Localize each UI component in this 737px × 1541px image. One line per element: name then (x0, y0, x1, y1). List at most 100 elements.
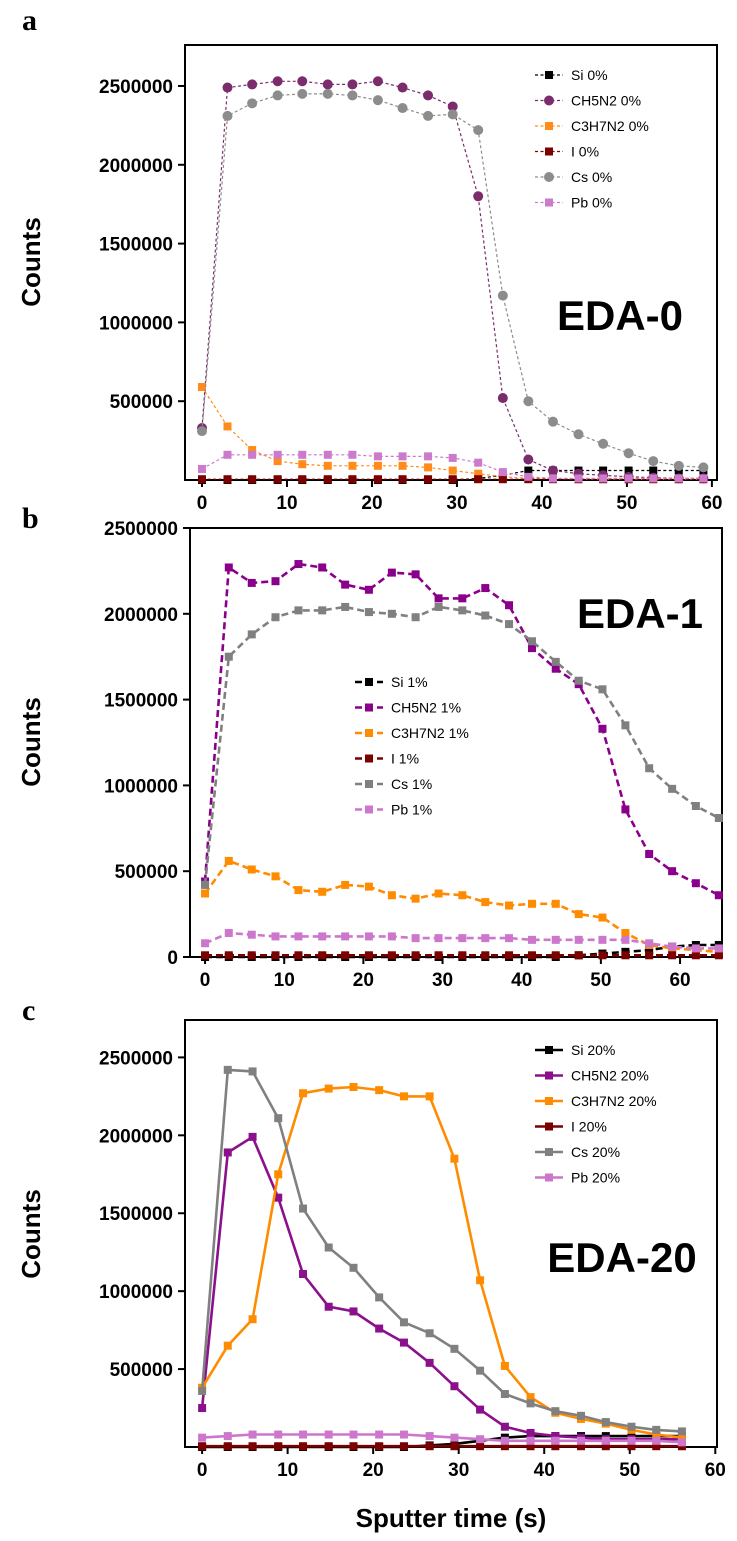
legend-label: Pb 0% (571, 195, 612, 211)
y-tick-label: 2000000 (104, 605, 178, 626)
data-point (598, 724, 607, 733)
data-point (349, 1442, 358, 1451)
data-point (247, 98, 258, 109)
data-point (691, 879, 700, 888)
legend-marker (545, 198, 553, 207)
data-point (645, 850, 654, 859)
data-point (372, 95, 383, 106)
data-point (528, 899, 536, 908)
data-point (387, 568, 396, 577)
data-point (399, 1442, 408, 1451)
legend-marker (544, 172, 554, 182)
data-point (222, 82, 233, 93)
data-point (458, 594, 467, 603)
data-point (411, 934, 420, 943)
y-tick-label: 1500000 (104, 691, 178, 712)
y-tick-label: 2000000 (99, 1126, 173, 1147)
annotation: EDA-1 (577, 590, 703, 637)
legend-marker (545, 1148, 553, 1156)
data-point (551, 657, 560, 666)
data-point (347, 90, 358, 101)
data-point (448, 475, 457, 484)
data-point (547, 416, 558, 427)
data-point (398, 475, 407, 484)
data-point (524, 472, 533, 481)
data-point (523, 454, 534, 465)
data-point (481, 611, 490, 620)
data-point (551, 899, 560, 908)
data-point (411, 951, 420, 960)
x-tick-label: 40 (531, 493, 552, 514)
data-point (223, 450, 232, 459)
x-tick-label: 60 (669, 970, 690, 991)
data-point (298, 475, 307, 484)
data-point (526, 1399, 535, 1408)
data-point (601, 1418, 610, 1427)
data-point (271, 872, 280, 881)
data-point (399, 1430, 408, 1439)
data-point (450, 1154, 459, 1163)
data-point (272, 76, 283, 87)
legend-marker (365, 754, 373, 763)
data-point (624, 466, 633, 475)
data-point (397, 82, 408, 93)
legend-label: Pb 20% (571, 1170, 620, 1186)
data-point (224, 951, 233, 960)
data-point (364, 932, 373, 941)
data-point (323, 475, 332, 484)
data-point (274, 1114, 283, 1123)
data-point (274, 1170, 283, 1179)
legend-marker (365, 805, 373, 814)
x-tick-label: 40 (511, 970, 532, 991)
data-point (645, 939, 654, 948)
data-point (574, 910, 583, 919)
y-tick-label: 1000000 (104, 776, 178, 797)
data-point (248, 1132, 257, 1141)
data-point (598, 685, 607, 694)
data-point (197, 464, 206, 473)
data-point (476, 1405, 485, 1414)
y-tick-label: 1000000 (99, 1282, 173, 1303)
data-point (223, 1148, 232, 1157)
data-point (577, 1442, 586, 1451)
data-point (714, 951, 723, 960)
data-point (448, 466, 457, 475)
panel-label: c (22, 994, 35, 1027)
data-point (273, 450, 282, 459)
data-point (526, 1436, 535, 1445)
data-point (601, 1436, 610, 1445)
data-point (425, 1329, 434, 1338)
panel-label: b (22, 502, 39, 535)
data-point (551, 664, 560, 673)
data-point (505, 934, 514, 943)
data-point (481, 951, 490, 960)
data-point (652, 1430, 661, 1439)
data-point (627, 1436, 636, 1445)
data-point (714, 891, 723, 900)
legend-marker (545, 71, 553, 79)
data-point (699, 474, 708, 483)
data-point (668, 784, 677, 793)
data-point (201, 939, 210, 948)
legend-label: Cs 1% (391, 776, 432, 792)
data-point (668, 942, 677, 951)
data-point (425, 1432, 434, 1441)
data-point (323, 461, 332, 470)
data-point (411, 613, 420, 622)
data-point (387, 609, 396, 618)
data-point (397, 103, 408, 114)
x-tick-label: 50 (590, 970, 611, 991)
data-point (458, 934, 467, 943)
legend-marker (545, 1122, 553, 1131)
legend-label: C3H7N2 0% (571, 118, 649, 134)
data-point (398, 452, 407, 461)
data-point (196, 426, 207, 437)
data-point (649, 474, 658, 483)
data-point (450, 1433, 459, 1442)
data-point (224, 928, 233, 937)
y-tick-label: 500000 (115, 862, 178, 883)
data-point (425, 1092, 434, 1101)
data-point (294, 560, 303, 569)
series-line (203, 605, 720, 886)
data-point (198, 1404, 207, 1413)
